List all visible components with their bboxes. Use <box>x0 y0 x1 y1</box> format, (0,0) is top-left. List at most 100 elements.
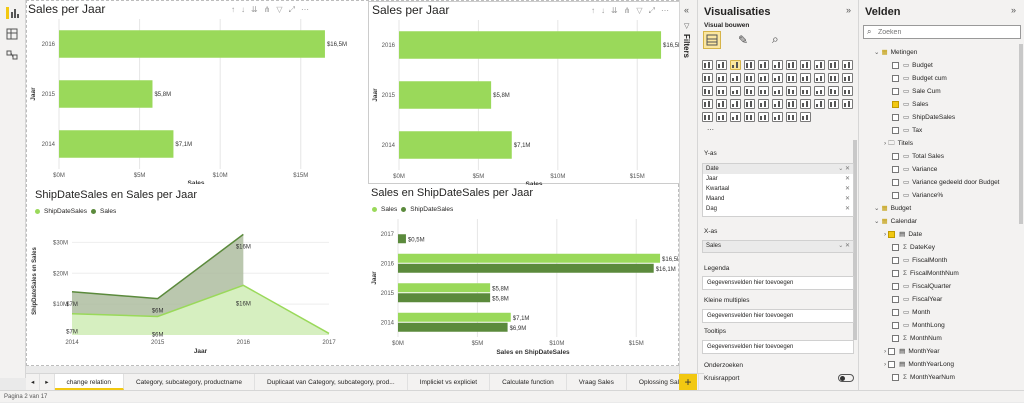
field-item[interactable]: ▭ Sales <box>892 98 928 111</box>
visual-type-icon[interactable] <box>702 86 713 96</box>
visual-type-icon[interactable] <box>744 73 755 83</box>
visual-type-icon[interactable] <box>800 86 811 96</box>
visual-type-icon[interactable] <box>814 86 825 96</box>
chart-sales-en-shipdatesales[interactable]: Sales en ShipDateSales per Jaar Sales Sh… <box>368 187 678 365</box>
visual-type-icon[interactable] <box>730 86 741 96</box>
chevron-right-icon[interactable]: › <box>884 140 887 147</box>
scrollbar[interactable] <box>1019 44 1023 224</box>
visual-type-icon[interactable] <box>758 60 769 70</box>
checkbox[interactable] <box>888 230 896 238</box>
checkbox[interactable] <box>892 74 899 82</box>
y-axis-well[interactable]: Date ⌄ ✕ Jaar ✕ Kwartaal ✕ Maand ✕ Dag ✕ <box>702 163 854 217</box>
scrollbar[interactable] <box>853 140 857 340</box>
field-item[interactable]: ▭ ShipDateSales <box>892 111 955 124</box>
analytics-tab-icon[interactable]: ⌕ <box>772 32 779 46</box>
checkbox[interactable] <box>892 126 899 134</box>
legend-item[interactable]: ShipDateSales <box>410 206 454 213</box>
well-subfield[interactable]: Maand ✕ <box>706 196 850 202</box>
filters-label[interactable]: Filters <box>682 34 691 59</box>
field-item[interactable]: Σ MonthYearNum <box>892 371 955 384</box>
checkbox[interactable] <box>892 113 899 121</box>
field-item[interactable]: › 🗀 Titels <box>884 137 913 150</box>
checkbox[interactable] <box>892 178 899 186</box>
visual-type-icon[interactable] <box>730 112 741 122</box>
visual-type-icon[interactable] <box>786 73 797 83</box>
well-subfield[interactable]: Dag ✕ <box>706 206 850 212</box>
more-options-icon[interactable]: ⋯ <box>300 5 309 14</box>
visual-type-icon[interactable] <box>786 99 797 109</box>
x-axis-well[interactable]: Sales ⌄ ✕ <box>702 240 854 253</box>
table-view-icon[interactable] <box>6 28 19 40</box>
checkbox[interactable] <box>892 334 899 342</box>
legend-well[interactable]: Gegevensvelden hier toevoegen <box>702 276 854 290</box>
visual-type-icon[interactable] <box>800 60 811 70</box>
visual-type-icon[interactable] <box>842 60 853 70</box>
chart-shipdatesales-en-sales[interactable]: ShipDateSales en Sales per Jaar ShipDate… <box>27 187 367 365</box>
visual-type-icon[interactable] <box>786 112 797 122</box>
collapse-chevron-icon[interactable]: « <box>684 5 690 15</box>
checkbox[interactable] <box>892 152 899 160</box>
cross-report-toggle[interactable] <box>838 374 854 382</box>
more-visuals-icon[interactable]: ⋯ <box>707 127 714 134</box>
drill-down-icon[interactable]: ↓ <box>601 6 605 15</box>
checkbox[interactable] <box>892 308 899 316</box>
visual-type-icon[interactable] <box>772 86 783 96</box>
well-subfield[interactable]: Kwartaal ✕ <box>706 186 850 192</box>
visual-type-icon[interactable] <box>758 73 769 83</box>
legend-item[interactable]: Sales <box>100 208 117 215</box>
checkbox[interactable] <box>892 165 899 173</box>
visual-type-icon[interactable] <box>744 60 755 70</box>
well-subfield[interactable]: Jaar ✕ <box>706 176 850 182</box>
small-multiples-well[interactable]: Gegevensvelden hier toevoegen <box>702 309 854 323</box>
field-item[interactable]: ▭ Budget cum <box>892 72 947 85</box>
expand-chevron-icon[interactable]: » <box>1011 5 1017 15</box>
checkbox[interactable] <box>892 282 899 290</box>
visual-type-icon[interactable] <box>716 86 727 96</box>
add-page-button[interactable]: + <box>679 374 697 390</box>
visual-type-icon[interactable] <box>772 99 783 109</box>
report-view-icon[interactable] <box>6 7 19 19</box>
field-item[interactable]: ▭ Budget <box>892 59 933 72</box>
visual-type-icon[interactable] <box>758 86 769 96</box>
field-item[interactable]: › ▤ MonthYearLong <box>884 358 954 371</box>
checkbox[interactable] <box>892 321 899 329</box>
visual-type-icon[interactable] <box>800 99 811 109</box>
tooltips-well[interactable]: Gegevensvelden hier toevoegen <box>702 340 854 354</box>
chart-sales-per-jaar-2[interactable]: Sales per Jaar ↑ ↓ ⇊ ⋔ ▽ ⤢ ⋯ $0M $5M $10M $15M 201… <box>368 1 682 185</box>
visual-type-icon[interactable] <box>730 99 741 109</box>
field-item[interactable]: ▭ FiscalMonth <box>892 254 947 267</box>
checkbox[interactable] <box>888 360 896 368</box>
checkbox[interactable] <box>892 269 899 277</box>
chevron-down-icon[interactable]: ⌄ <box>874 49 880 56</box>
focus-mode-icon[interactable]: ⤢ <box>648 6 655 15</box>
visual-type-icon[interactable] <box>730 73 741 83</box>
field-item[interactable]: Σ FiscalMonthNum <box>892 267 959 280</box>
visual-type-icon[interactable] <box>828 86 839 96</box>
expand-chevron-icon[interactable]: » <box>846 5 852 15</box>
tab-oplossing-sales[interactable]: Oplossing Sales <box>627 374 699 390</box>
tab-change-relation[interactable]: change relation <box>54 374 124 390</box>
visual-type-icon[interactable] <box>716 99 727 109</box>
visual-type-icon[interactable] <box>744 86 755 96</box>
model-view-icon[interactable] <box>6 49 19 61</box>
checkbox[interactable] <box>892 243 899 251</box>
chevron-right-icon[interactable]: › <box>884 231 887 238</box>
checkbox[interactable] <box>892 61 899 69</box>
hierarchy-icon[interactable]: ⋔ <box>263 5 271 14</box>
legend-item[interactable]: ShipDateSales <box>44 208 87 215</box>
checkbox[interactable] <box>892 256 899 264</box>
tab-duplicaat[interactable]: Duplicaat van Category, subcategory, pro… <box>255 374 408 390</box>
visual-type-icon[interactable] <box>744 99 755 109</box>
search-box[interactable]: ⌕ <box>863 25 1021 39</box>
visual-type-icon[interactable] <box>702 60 713 70</box>
filter-icon[interactable]: ▽ <box>276 5 283 14</box>
field-item[interactable]: ▭ Variance gedeeld door Budget <box>892 176 1000 189</box>
tab-vraag-sales[interactable]: Vraag Sales <box>567 374 627 390</box>
visual-type-icon[interactable] <box>772 73 783 83</box>
legend-item[interactable]: Sales <box>381 206 398 213</box>
build-visual-tab-icon[interactable] <box>703 31 721 49</box>
visual-type-icon[interactable] <box>772 60 783 70</box>
visual-type-icon[interactable] <box>814 99 825 109</box>
checkbox[interactable] <box>892 373 899 381</box>
chevron-down-icon[interactable]: ⌄ <box>874 205 880 212</box>
